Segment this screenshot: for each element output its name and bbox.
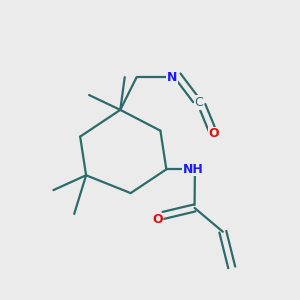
Text: O: O (152, 213, 163, 226)
Text: O: O (208, 127, 219, 140)
Text: NH: NH (183, 163, 203, 176)
Text: N: N (167, 71, 178, 84)
Text: C: C (195, 96, 203, 109)
